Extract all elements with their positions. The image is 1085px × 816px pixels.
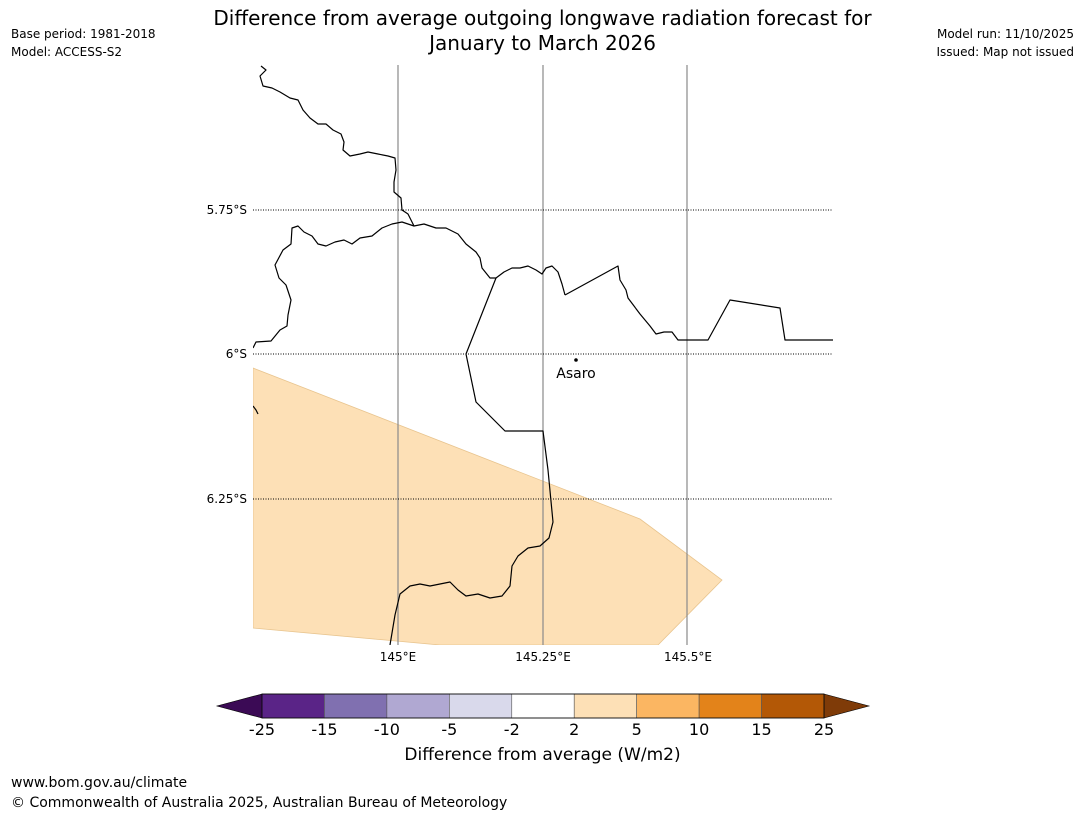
colorbar-segment xyxy=(449,693,513,719)
boundary-central xyxy=(389,277,554,645)
lat-label-5-75s: 5.75°S xyxy=(207,203,247,217)
colorbar-extend-low xyxy=(215,693,263,719)
anomaly-region xyxy=(253,367,723,645)
colorbar-title: Difference from average (W/m2) xyxy=(404,745,681,765)
colorbar-tick-label: 10 xyxy=(689,720,709,739)
boundary-east xyxy=(564,265,833,341)
lon-label-145-25e: 145.25°E xyxy=(515,650,571,664)
colorbar-segment xyxy=(698,693,762,719)
boundary-fragment-west xyxy=(253,405,259,415)
colorbar-segment xyxy=(261,693,325,719)
colorbar-extend-high xyxy=(823,693,871,719)
meta-right: Model run: 11/10/2025 Issued: Map not is… xyxy=(936,25,1074,61)
asaro-marker xyxy=(574,358,578,362)
colorbar-tick-label: -2 xyxy=(504,720,520,739)
colorbar-segment xyxy=(573,693,637,719)
boundary-northwest xyxy=(259,65,415,227)
colorbar-tick-label: -15 xyxy=(311,720,337,739)
title-line-1: Difference from average outgoing longwav… xyxy=(213,6,872,30)
lon-label-145e: 145°E xyxy=(380,650,417,664)
lat-label-6-25s: 6.25°S xyxy=(207,492,247,506)
colorbar-tick-label: 15 xyxy=(751,720,771,739)
province-boundaries xyxy=(253,65,833,645)
boundary-west xyxy=(253,221,566,349)
colorbar-frame xyxy=(261,693,825,719)
colorbar-tick-label: -10 xyxy=(374,720,400,739)
lon-label-145-5e: 145.5°E xyxy=(664,650,712,664)
base-period-text: Base period: 1981-2018 xyxy=(11,27,156,41)
colorbar-tick-label: 5 xyxy=(632,720,642,739)
colorbar-tick-label: 25 xyxy=(814,720,834,739)
footer-copyright: © Commonwealth of Australia 2025, Austra… xyxy=(11,795,508,811)
colorbar-tick-label: -5 xyxy=(441,720,457,739)
colorbar: -25 -15 -10 -5 -2 2 5 10 15 25 xyxy=(215,693,871,739)
colorbar-tick-label: 2 xyxy=(569,720,579,739)
colorbar-segment xyxy=(761,693,825,719)
model-text: Model: ACCESS-S2 xyxy=(11,45,123,59)
map-title: Difference from average outgoing longwav… xyxy=(0,6,1085,56)
colorbar-segment xyxy=(511,693,575,719)
issued-text: Issued: Map not issued xyxy=(936,45,1074,59)
asaro-label: Asaro xyxy=(556,366,595,382)
footer-url: www.bom.gov.au/climate xyxy=(11,775,188,791)
colorbar-segment xyxy=(636,693,700,719)
lat-label-6s: 6°S xyxy=(226,347,247,361)
model-run-text: Model run: 11/10/2025 xyxy=(936,27,1074,41)
colorbar-segment xyxy=(386,693,450,719)
meta-left: Base period: 1981-2018 Model: ACCESS-S2 xyxy=(11,25,156,61)
map-area xyxy=(253,65,833,645)
title-line-2: January to March 2026 xyxy=(429,31,656,55)
colorbar-tick-label: -25 xyxy=(249,720,275,739)
colorbar-segment xyxy=(324,693,388,719)
